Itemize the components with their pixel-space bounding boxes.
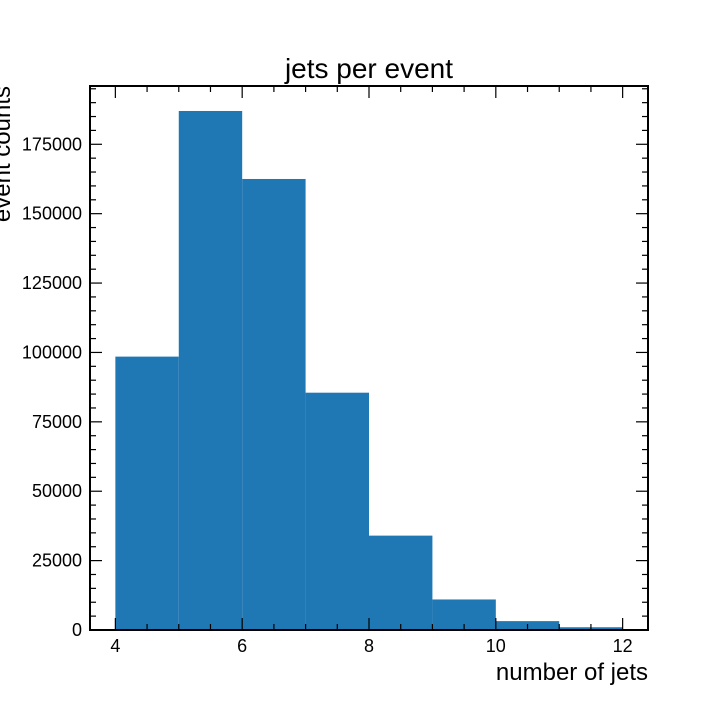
chart-title: jets per event [284, 53, 453, 84]
y-tick-label: 175000 [22, 134, 82, 154]
x-tick-label: 6 [237, 636, 247, 656]
plot-frame [89, 85, 649, 631]
y-tick-label: 75000 [32, 412, 82, 432]
y-tick-label: 50000 [32, 481, 82, 501]
x-tick-label: 8 [364, 636, 374, 656]
y-tick-label: 0 [72, 620, 82, 640]
histogram-bar [305, 392, 369, 630]
y-tick-label: 150000 [22, 204, 82, 224]
y-tick-label: 125000 [22, 273, 82, 293]
x-tick-label: 4 [110, 636, 120, 656]
x-axis-label: number of jets [496, 659, 648, 686]
x-tick-label: 10 [486, 636, 506, 656]
ticks-group: 4 6 8 10 12 0 25000 50000 75000 100000 125000 15000… [22, 86, 648, 656]
histogram-bar [369, 535, 433, 630]
histogram-bar [242, 178, 306, 630]
y-tick-label: 25000 [32, 551, 82, 571]
x-tick-label: 12 [613, 636, 633, 656]
histogram-bar [178, 110, 243, 630]
y-axis-label: event counts [0, 86, 16, 222]
y-tick-label: 100000 [22, 342, 82, 362]
histogram-bar [115, 356, 179, 630]
bars-group [115, 110, 623, 630]
